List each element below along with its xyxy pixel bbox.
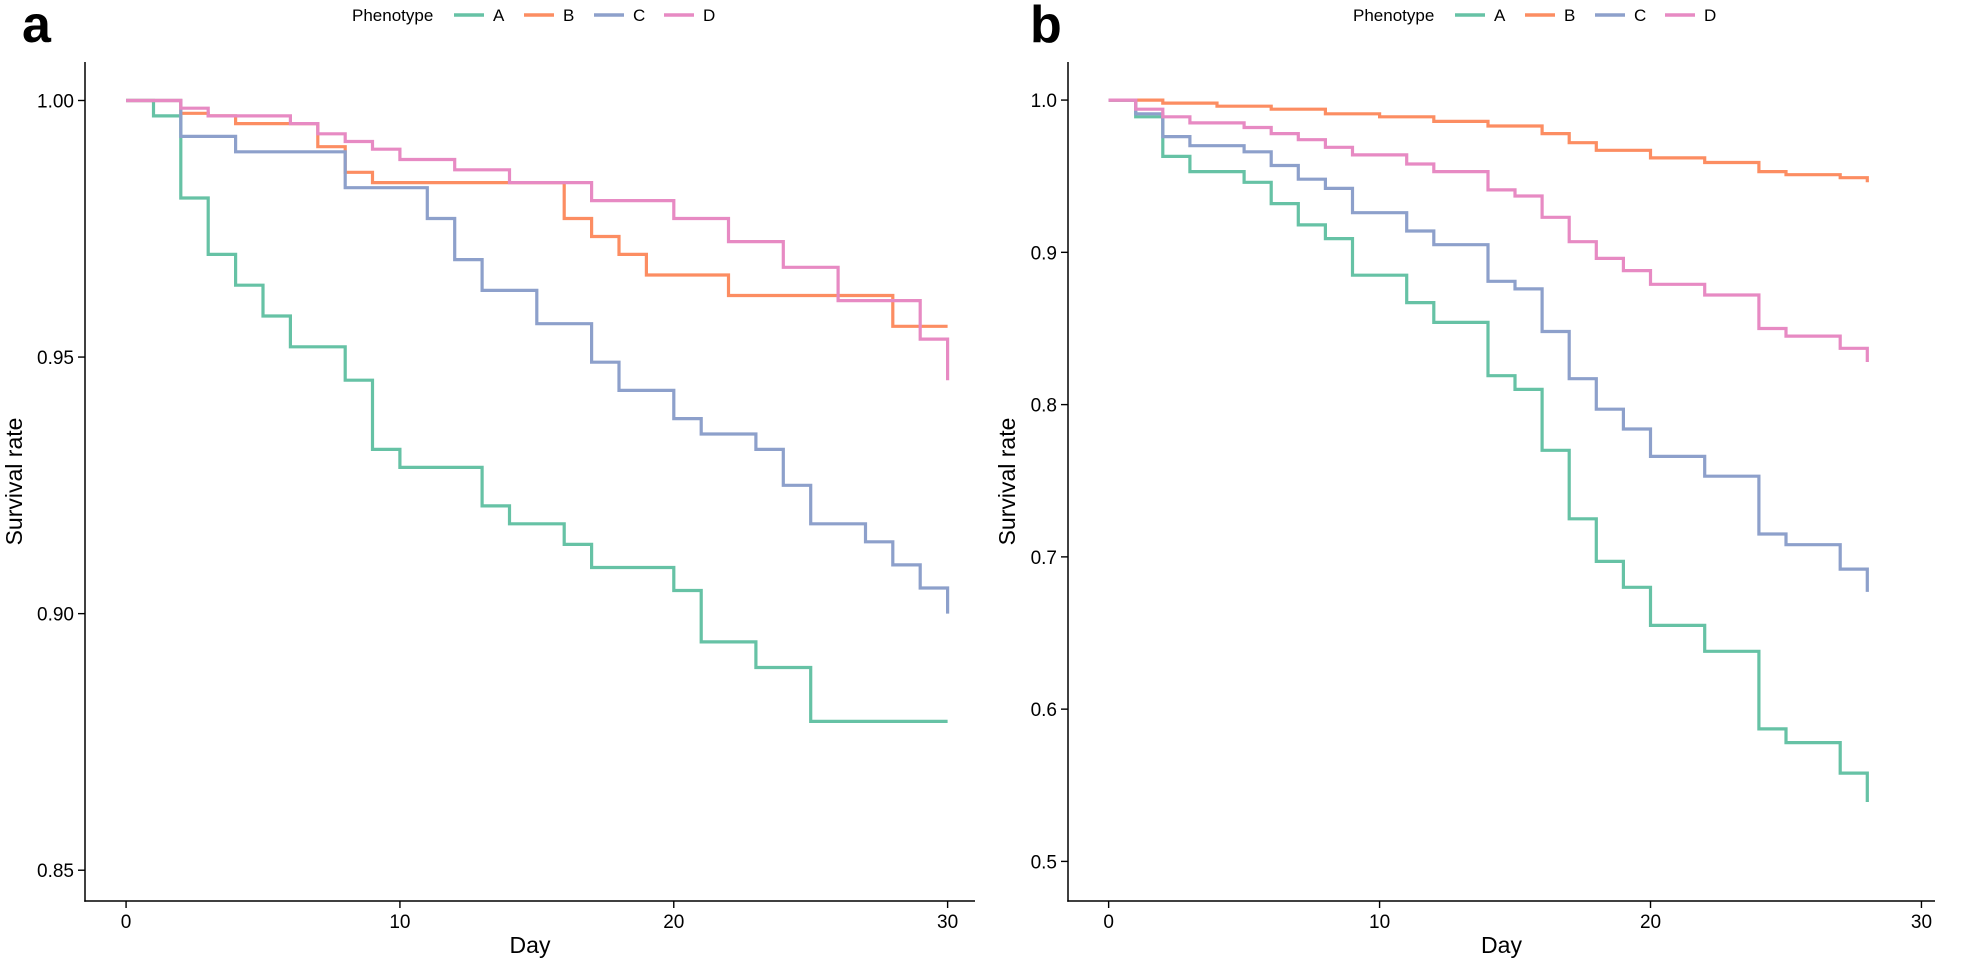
y-tick-label: 0.7 [1031, 548, 1057, 569]
legend-item-C: C [1595, 6, 1646, 25]
x-axis-title: Day [1481, 932, 1522, 958]
legend-label-B: B [563, 6, 574, 25]
legend: Phenotype A B C D [352, 6, 715, 25]
legend-item-D: D [664, 6, 715, 25]
legend-item-A: A [454, 6, 505, 25]
x-tick-label: 10 [1369, 912, 1390, 933]
legend-item-B: B [1525, 6, 1575, 25]
legend-label-A: A [1494, 6, 1506, 25]
y-tick-label: 0.5 [1031, 852, 1057, 873]
legend-item-D: D [1665, 6, 1716, 25]
legend-label-B: B [1564, 6, 1575, 25]
x-tick-label: 0 [121, 912, 132, 933]
y-tick-label: 0.6 [1031, 700, 1057, 721]
series-line-D [1108, 98, 1869, 362]
legend-label-C: C [633, 6, 645, 25]
legend-title: Phenotype [352, 6, 433, 25]
x-tick-label: 20 [1640, 912, 1661, 933]
legend-item-B: B [524, 6, 574, 25]
panel-b: b Phenotype A B C D 0.5 0.6 0.7 0.8 0.9 1.0 0 10 20 30 D… [994, 0, 1935, 958]
series-line-C [126, 98, 950, 614]
series-line-D [126, 98, 950, 381]
x-tick-label: 30 [937, 912, 958, 933]
x-tick-label: 10 [389, 912, 410, 933]
y-tick-label: 0.90 [37, 605, 74, 626]
y-axis-title: Survival rate [994, 418, 1020, 546]
legend-label-D: D [703, 6, 715, 25]
y-tick-label: 0.85 [37, 861, 74, 882]
legend-item-A: A [1455, 6, 1506, 25]
legend-title: Phenotype [1353, 6, 1434, 25]
legend-label-A: A [493, 6, 505, 25]
legend: Phenotype A B C D [1353, 6, 1716, 25]
x-axis-title: Day [510, 932, 551, 958]
y-tick-label: 0.95 [37, 348, 74, 369]
legend-item-C: C [594, 6, 645, 25]
series-line-A [1108, 98, 1869, 802]
x-tick-label: 30 [1911, 912, 1932, 933]
series-line-A [126, 98, 948, 723]
panel-label: b [1030, 0, 1062, 54]
panel-label: a [22, 0, 52, 54]
y-axis-title: Survival rate [1, 418, 27, 546]
x-tick-label: 20 [663, 912, 684, 933]
legend-label-C: C [1634, 6, 1646, 25]
y-tick-label: 0.9 [1031, 243, 1057, 264]
legend-label-D: D [1704, 6, 1716, 25]
series-line-B [1108, 98, 1869, 183]
y-tick-label: 1.0 [1031, 91, 1057, 112]
y-tick-label: 1.00 [37, 91, 74, 112]
y-tick-label: 0.8 [1031, 396, 1057, 417]
series-line-C [1108, 98, 1869, 592]
panel-a: a Phenotype A B C D 0.85 0.90 0.95 1.00 0 10 20 30 Day… [1, 0, 975, 958]
x-tick-label: 0 [1103, 912, 1114, 933]
